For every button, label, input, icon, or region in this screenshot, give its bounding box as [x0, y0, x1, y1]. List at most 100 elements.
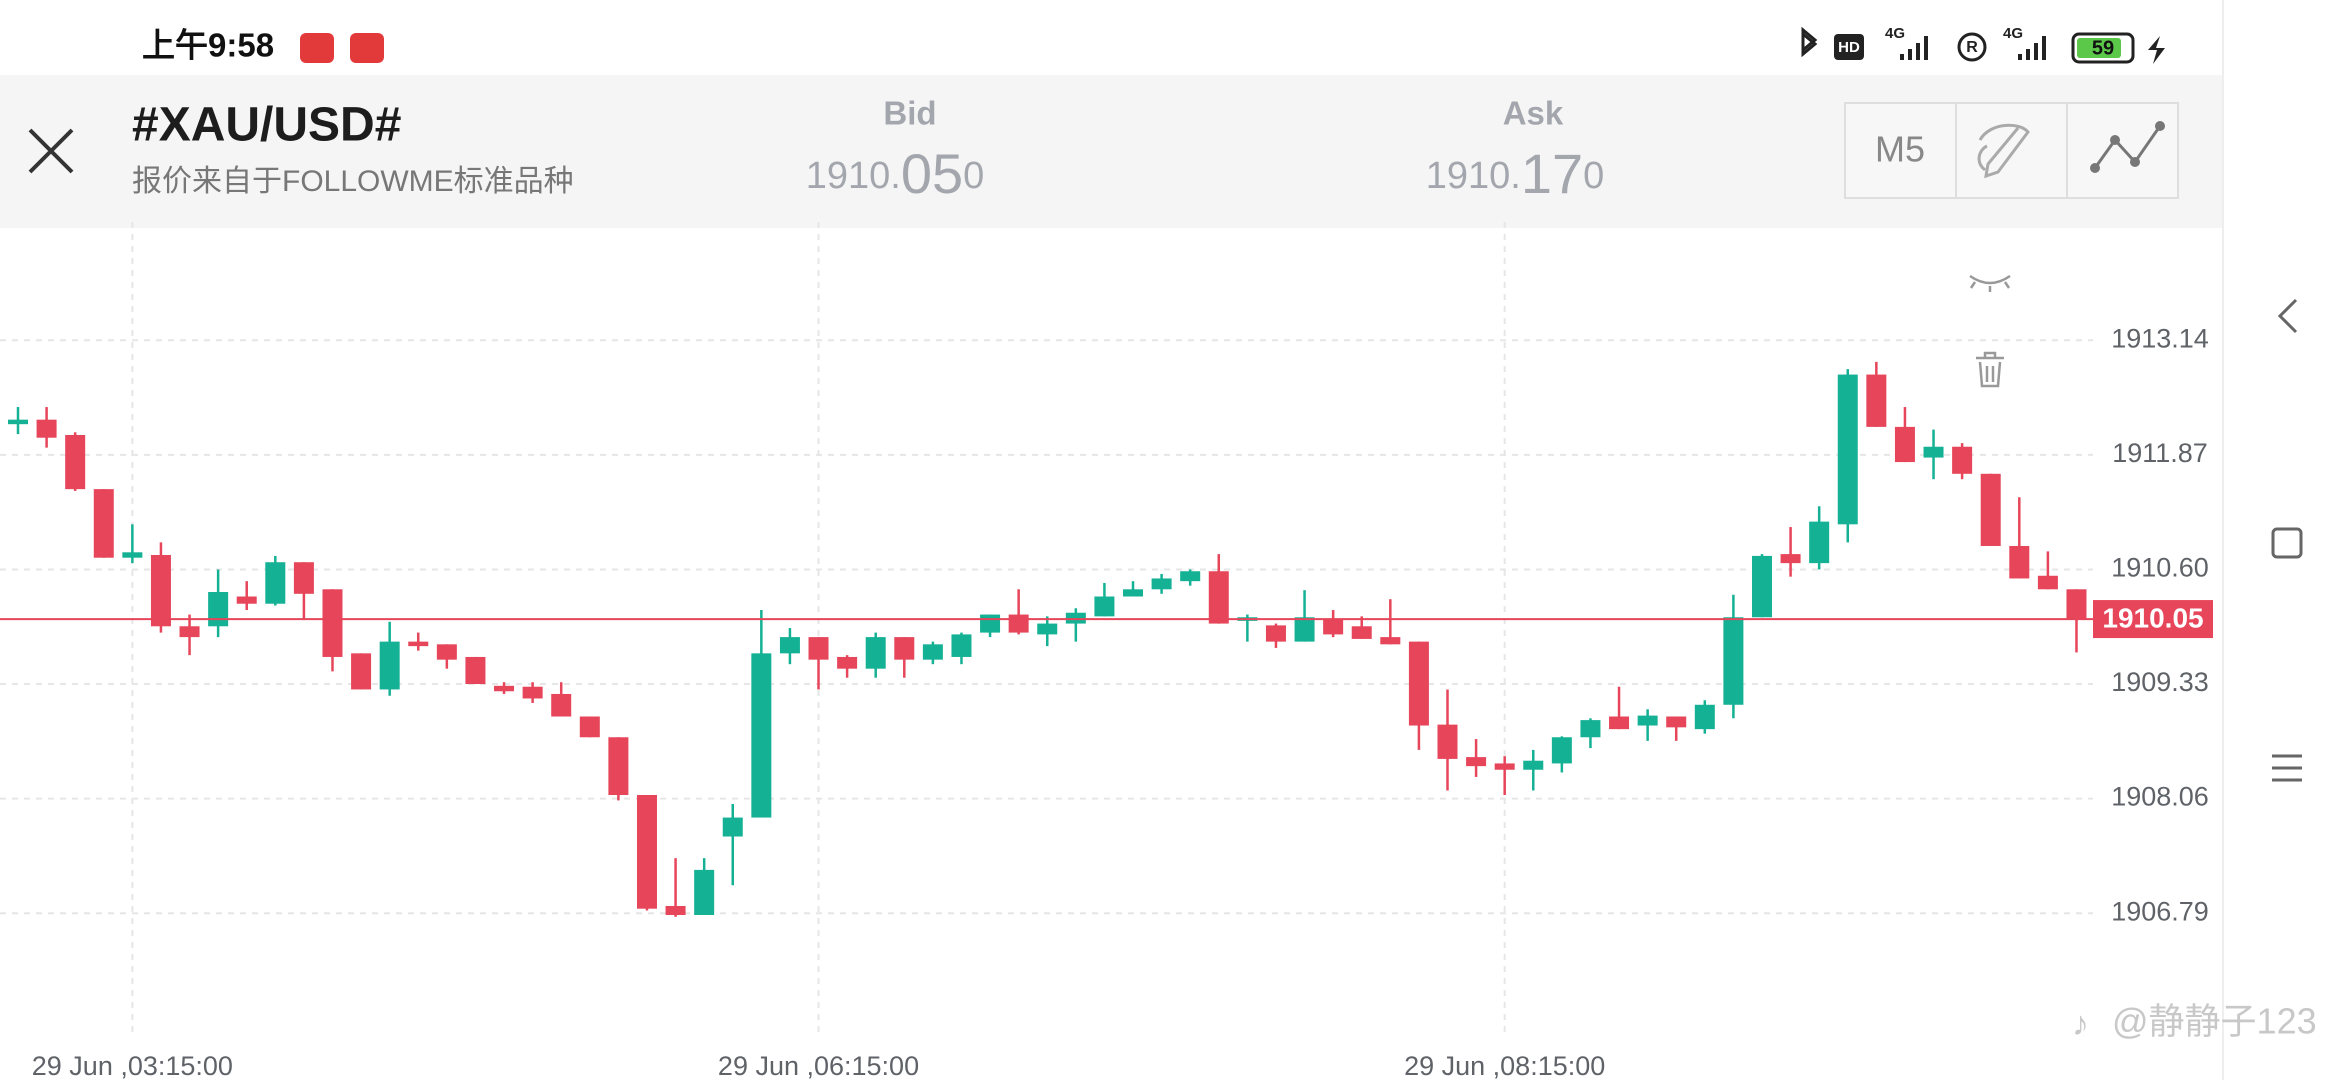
candle-body — [865, 637, 886, 669]
candle-body — [1666, 716, 1687, 728]
x-tick-label: 29 Jun ,03:15:00 — [32, 1051, 233, 1080]
candle-body — [1008, 614, 1029, 633]
ask-label: Ask — [1503, 95, 1564, 132]
candle-body — [1694, 704, 1715, 730]
candle-body — [980, 614, 1001, 633]
delete-button[interactable] — [1976, 351, 2004, 388]
watermark: @静静子123 — [2112, 1001, 2317, 1042]
candle-body — [694, 869, 715, 916]
bid-part: 0 — [963, 155, 984, 197]
candle-body — [93, 489, 114, 558]
candle-body — [779, 637, 800, 654]
close-button[interactable] — [28, 128, 74, 174]
candle-body — [1866, 374, 1887, 427]
y-tick-label: 1910.60 — [2111, 553, 2209, 583]
indicator-dot — [2155, 121, 2165, 131]
signal-icon — [1900, 36, 1928, 60]
hide-button[interactable] — [1969, 274, 2011, 292]
app-icon — [350, 33, 384, 63]
candle-body — [122, 552, 143, 558]
network-text: 4G — [2003, 25, 2023, 42]
bid-label: Bid — [883, 95, 936, 132]
candle-body — [1980, 473, 2001, 546]
candle-body — [465, 656, 486, 685]
network-text: 4G — [1885, 25, 1905, 42]
symbol-title: #XAU/USD# — [132, 99, 401, 152]
candle-body — [1294, 617, 1315, 642]
candle-body — [1551, 737, 1572, 764]
candle-body — [636, 795, 657, 909]
candle-body — [1723, 617, 1744, 705]
candle-body — [150, 555, 171, 627]
candle-body — [36, 419, 57, 438]
candle-body — [808, 637, 829, 660]
candle-body — [2066, 589, 2087, 620]
tool-group — [1844, 102, 2179, 199]
candle-body — [1123, 589, 1144, 597]
y-tick-label: 1906.79 — [2111, 896, 2209, 926]
candle-body — [236, 596, 257, 604]
candle-body — [722, 817, 743, 837]
bid-part: 05 — [901, 142, 963, 205]
candle-body — [1923, 446, 1944, 458]
candle-body — [608, 737, 629, 796]
candle-body — [922, 644, 943, 660]
battery-text: 59 — [2092, 37, 2114, 59]
candle-body — [8, 419, 28, 425]
candle-body — [1894, 426, 1915, 463]
watermark-icon: ♪ — [2072, 1005, 2089, 1043]
status-time: 上午9:58 — [142, 27, 274, 64]
candle-body — [1523, 760, 1544, 770]
x-tick-label: 29 Jun ,08:15:00 — [1404, 1051, 1605, 1080]
bid-part: 1910. — [806, 155, 901, 197]
candle-body — [665, 905, 686, 916]
candle-body — [1265, 625, 1286, 642]
candle-body — [837, 656, 858, 669]
quote-source: 报价来自于FOLLOWME标准品种 — [132, 165, 574, 198]
signal-icon — [2018, 36, 2046, 60]
y-tick-label: 1913.14 — [2111, 323, 2209, 353]
nav-menu[interactable] — [2272, 754, 2302, 782]
nav-home[interactable] — [2271, 527, 2303, 559]
ask-part: 1910. — [1426, 155, 1521, 197]
candle-body — [65, 435, 86, 490]
hd-text: HD — [1838, 39, 1860, 56]
candle-body — [1180, 571, 1201, 582]
candle-body — [494, 685, 515, 692]
candle-body — [1952, 446, 1973, 474]
candle-body — [1637, 715, 1658, 726]
candle-body — [1094, 596, 1115, 617]
draw-tool-button[interactable] — [1977, 123, 2030, 179]
bluetooth-icon — [1801, 26, 1818, 58]
y-tick-label: 1908.06 — [2111, 782, 2209, 812]
charging-icon — [2148, 36, 2165, 64]
last-price-label: 1910.05 — [2102, 602, 2203, 633]
battery-icon — [2071, 32, 2135, 64]
candle-body — [322, 589, 343, 657]
candle-body — [1780, 554, 1801, 564]
indicator-button[interactable] — [2093, 125, 2162, 169]
indicator-dot — [2090, 163, 2100, 173]
candle-body — [894, 637, 915, 660]
candle-body — [1809, 521, 1830, 564]
candle-body — [1494, 763, 1515, 770]
indicator-dot — [2110, 135, 2120, 145]
chart: 1906.79 1908.06 1909.33 1910.60 1911.87 1913.… — [0, 222, 2213, 1081]
candle-body — [579, 716, 600, 738]
candle-body — [751, 653, 772, 818]
nav-back[interactable] — [2277, 298, 2298, 334]
candle-body — [951, 634, 972, 657]
candle-body — [1751, 555, 1772, 618]
candle-body — [208, 591, 229, 627]
candle-body — [551, 693, 572, 717]
candle-body — [179, 626, 200, 638]
timeframe-button[interactable]: M5 — [1875, 129, 1925, 170]
ask-part: 17 — [1521, 142, 1583, 205]
candle-body — [1151, 578, 1172, 590]
candle-body — [1408, 641, 1429, 726]
candle-body — [522, 686, 543, 699]
candle-body — [293, 562, 314, 594]
candle-body — [1466, 757, 1487, 767]
app-icon — [300, 33, 334, 63]
